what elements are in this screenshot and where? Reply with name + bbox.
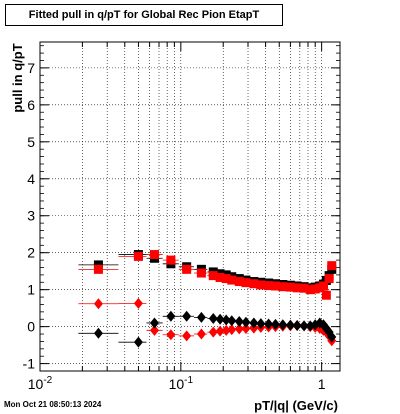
y-tick-label: 3 bbox=[27, 208, 35, 224]
data-point-diamond bbox=[133, 336, 143, 348]
y-tick-label: 4 bbox=[27, 171, 35, 187]
data-point-square bbox=[182, 264, 192, 274]
data-point-square bbox=[324, 274, 334, 284]
data-point-diamond bbox=[270, 318, 280, 330]
y-tick-label: 6 bbox=[27, 97, 35, 113]
data-point-diamond bbox=[221, 314, 231, 326]
data-point-square bbox=[299, 283, 309, 293]
data-point-square bbox=[292, 283, 302, 293]
data-point-square bbox=[249, 279, 259, 289]
data-point-diamond bbox=[278, 319, 288, 331]
data-point-diamond bbox=[149, 317, 159, 329]
data-point-diamond bbox=[166, 329, 176, 341]
data-point-diamond bbox=[241, 322, 251, 334]
data-point-square bbox=[208, 271, 218, 281]
data-point-diamond bbox=[234, 315, 244, 327]
data-point-square bbox=[327, 261, 337, 271]
data-point-diamond bbox=[208, 326, 218, 338]
data-point-diamond bbox=[299, 320, 309, 332]
data-point-square bbox=[318, 281, 328, 291]
data-point-diamond bbox=[215, 325, 225, 337]
data-point-square bbox=[241, 278, 251, 288]
y-tick-label: 7 bbox=[27, 60, 35, 76]
y-axis-label: pull in q/pT bbox=[10, 43, 25, 112]
y-tick-label: 5 bbox=[27, 134, 35, 150]
data-point-diamond bbox=[292, 320, 302, 332]
data-point-diamond bbox=[256, 318, 266, 330]
data-point-square bbox=[256, 280, 266, 290]
data-point-diamond bbox=[241, 316, 251, 328]
data-point-square bbox=[133, 251, 143, 261]
data-point-square bbox=[196, 268, 206, 278]
data-point-diamond bbox=[93, 327, 103, 339]
data-point-diamond bbox=[196, 311, 206, 323]
chart-title: Fitted pull in q/pT for Global Rec Pion … bbox=[5, 4, 283, 26]
data-point-diamond bbox=[327, 331, 337, 343]
grid-lines bbox=[39, 42, 340, 371]
data-point-diamond bbox=[182, 310, 192, 322]
data-point-diamond bbox=[264, 318, 274, 330]
data-point-square bbox=[321, 290, 331, 300]
data-point-square bbox=[264, 281, 274, 291]
data-point-square bbox=[285, 282, 295, 292]
y-tick-label: 1 bbox=[27, 282, 35, 298]
plot-frame bbox=[39, 41, 341, 372]
data-point-square bbox=[221, 274, 231, 284]
x-tick-label: 10-1 bbox=[169, 375, 194, 392]
x-tick-label: 1 bbox=[318, 376, 326, 392]
data-point-square bbox=[215, 272, 225, 282]
data-point-diamond bbox=[93, 298, 103, 310]
data-point-diamond bbox=[227, 315, 237, 327]
data-point-square bbox=[227, 275, 237, 285]
y-tick-label: -1 bbox=[23, 356, 36, 372]
axes: -1 0 1 2 3 4 5 6 7 10-2 10-1 1 bbox=[23, 41, 341, 392]
data-point-diamond bbox=[215, 313, 225, 325]
y-tick-label: 2 bbox=[27, 245, 35, 261]
data-point-square bbox=[166, 255, 176, 265]
data-point-diamond bbox=[221, 324, 231, 336]
footer-date: Mon Oct 21 08:50:13 2024 bbox=[4, 400, 102, 409]
data-point-diamond bbox=[234, 323, 244, 335]
data-point-diamond bbox=[285, 319, 295, 331]
data-point-square bbox=[93, 264, 103, 274]
data-points bbox=[78, 250, 337, 348]
y-tick-label: 0 bbox=[27, 319, 35, 335]
data-point-square bbox=[234, 277, 244, 287]
x-axis-label: pT/|q| (GeV/c) bbox=[254, 398, 338, 413]
data-point-square bbox=[305, 285, 315, 295]
data-point-diamond bbox=[249, 317, 259, 329]
data-point-diamond bbox=[182, 330, 192, 342]
data-point-diamond bbox=[208, 313, 218, 325]
data-point-diamond bbox=[227, 324, 237, 336]
data-point-square bbox=[149, 250, 159, 260]
data-point-diamond bbox=[133, 297, 143, 309]
data-point-square bbox=[270, 281, 280, 291]
data-point-diamond bbox=[149, 324, 159, 336]
data-point-square bbox=[310, 284, 320, 294]
data-point-diamond bbox=[166, 310, 176, 322]
data-point-diamond bbox=[196, 328, 206, 340]
data-point-square bbox=[278, 282, 288, 292]
x-tick-label: 10-2 bbox=[28, 375, 53, 392]
